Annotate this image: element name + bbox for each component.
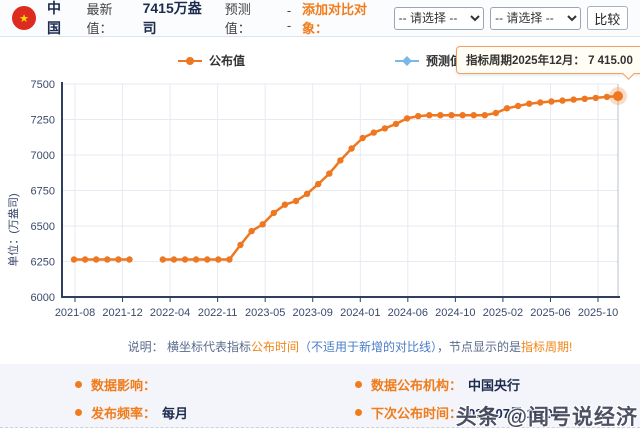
forecast-value: -- bbox=[286, 3, 292, 33]
note-mid: ，节点显示的是 bbox=[437, 340, 522, 354]
topbar: ★ 中国 最新值： 7415万盎司 预测值： -- 添加对比对象： -- 请选择… bbox=[0, 0, 640, 37]
info-label: 数据影响： bbox=[91, 378, 157, 393]
svg-text:2023-09: 2023-09 bbox=[293, 307, 333, 319]
svg-text:2021-12: 2021-12 bbox=[102, 307, 142, 319]
bullet-icon bbox=[75, 409, 82, 416]
svg-text:6000: 6000 bbox=[31, 292, 55, 304]
published-series-marker-icon bbox=[177, 59, 202, 62]
info-item-publisher: 数据公布机构： 中国央行 bbox=[355, 375, 640, 394]
svg-text:2024-01: 2024-01 bbox=[340, 307, 380, 319]
watermark: 头条 @闻号说经济 bbox=[455, 406, 638, 429]
note-prefix: 说明： 横坐标代表指标 bbox=[127, 340, 251, 354]
svg-text:6250: 6250 bbox=[31, 257, 55, 269]
info-item-data-impact: 数据影响： bbox=[75, 375, 355, 394]
bullet-icon bbox=[355, 409, 362, 416]
svg-text:2025-06: 2025-06 bbox=[530, 307, 570, 319]
value-tooltip: 指标周期2025年12月： 7 415.00 bbox=[456, 46, 640, 74]
info-item-frequency: 发布频率： 每月 bbox=[75, 403, 355, 422]
svg-text:6500: 6500 bbox=[31, 221, 55, 233]
info-label: 下次公布时间： bbox=[371, 406, 463, 421]
legend-forecast-label: 预测值 bbox=[426, 54, 463, 68]
svg-text:2025-10: 2025-10 bbox=[578, 307, 618, 319]
info-item-next-release: 下次公布时间： 02月07日 16:00 bbox=[355, 403, 640, 422]
svg-text:2021-08: 2021-08 bbox=[55, 307, 95, 319]
china-flag-icon: ★ bbox=[12, 6, 36, 30]
compare-button[interactable]: 比较 bbox=[586, 6, 628, 30]
info-panel: 数据影响： 数据公布机构： 中国央行 发布频率： 每月 下次公布时间： 02月0… bbox=[0, 364, 640, 428]
chart-legend: 公布值 预测值 bbox=[0, 52, 640, 69]
svg-text:2024-10: 2024-10 bbox=[435, 307, 475, 319]
svg-text:2025-02: 2025-02 bbox=[483, 307, 523, 319]
svg-text:7250: 7250 bbox=[31, 115, 55, 127]
legend-forecast[interactable]: 预测值 bbox=[395, 52, 462, 69]
svg-text:6750: 6750 bbox=[31, 186, 55, 198]
add-compare-label: 添加对比对象： bbox=[302, 2, 368, 36]
compare-select-1[interactable]: -- 请选择 -- bbox=[393, 6, 485, 30]
bullet-icon bbox=[355, 381, 362, 388]
info-label: 数据公布机构： bbox=[371, 378, 463, 393]
compare-controls: 添加对比对象： -- 请选择 -- -- 请选择 -- 比较 bbox=[302, 0, 628, 37]
latest-value-label: 最新值： bbox=[86, 2, 113, 36]
svg-text:单位：(万盎司): 单位：(万盎司) bbox=[6, 193, 20, 266]
note-publish-time: 公布时间 bbox=[250, 340, 299, 354]
value-tooltip-text: 指标周期2025年12月： 7 415.00 bbox=[466, 55, 633, 67]
forecast-value-label: 预测值： bbox=[224, 2, 251, 36]
note-indicator-period: 指标周期! bbox=[521, 340, 573, 354]
chart-note: 说明： 横坐标代表指标公布时间（不适用于新增的对比线），节点显示的是指标周期! bbox=[0, 338, 640, 355]
svg-text:2024-06: 2024-06 bbox=[388, 307, 428, 319]
legend-published[interactable]: 公布值 bbox=[177, 52, 245, 69]
info-value: 02月07日 16:00 bbox=[468, 406, 560, 421]
svg-text:7000: 7000 bbox=[31, 150, 55, 162]
svg-text:2022-11: 2022-11 bbox=[198, 307, 238, 319]
info-label: 发布频率： bbox=[91, 406, 157, 421]
info-value: 每月 bbox=[162, 406, 189, 421]
info-value: 中国央行 bbox=[468, 378, 521, 393]
legend-published-label: 公布值 bbox=[208, 54, 245, 68]
latest-value: 7415万盎司 bbox=[142, 0, 202, 36]
svg-text:2023-05: 2023-05 bbox=[245, 307, 285, 319]
svg-text:7500: 7500 bbox=[31, 79, 55, 91]
svg-text:2022-04: 2022-04 bbox=[150, 307, 190, 319]
note-not-applicable: （不适用于新增的对比线） bbox=[298, 340, 437, 354]
line-chart[interactable]: 2021-08 2021-12 2022-04 2022-11 2023-05 2023-… bbox=[0, 72, 640, 327]
compare-select-2[interactable]: -- 请选择 -- bbox=[490, 6, 581, 30]
forecast-series-marker-icon bbox=[395, 59, 419, 62]
country-name: 中国 bbox=[47, 0, 61, 36]
bullet-icon bbox=[75, 381, 82, 388]
